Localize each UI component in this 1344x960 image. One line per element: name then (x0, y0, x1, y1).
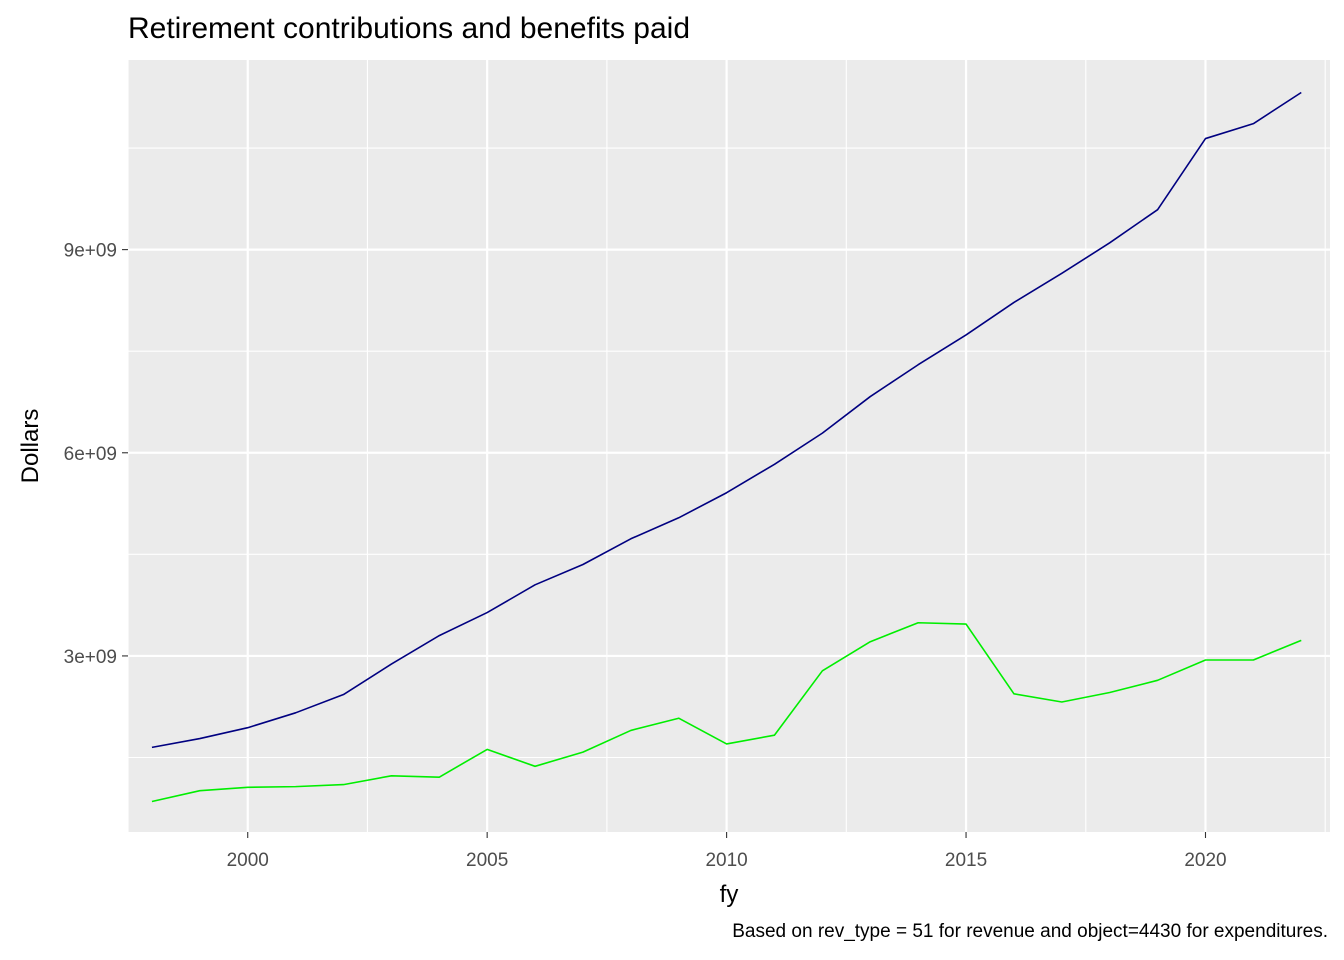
x-tick-label: 2005 (466, 850, 508, 871)
x-tick-label: 2010 (705, 850, 747, 871)
y-axis-ticks: 3e+09 6e+09 9e+09 (64, 241, 128, 668)
major-gridlines (128, 60, 1330, 832)
series-line-2 (151, 621, 1302, 803)
x-axis-title: fy (720, 881, 739, 908)
y-tick-label: 3e+09 (64, 647, 117, 668)
chart-title: Retirement contributions and benefits pa… (128, 12, 691, 45)
series-lines (151, 91, 1302, 803)
plot-panel (128, 60, 1330, 832)
minor-gridlines (127, 60, 1330, 832)
x-tick-label: 2000 (227, 850, 269, 871)
chart-caption: Based on rev_type = 51 for revenue and o… (732, 921, 1328, 942)
series-line-1 (151, 91, 1302, 749)
x-tick-label: 2020 (1184, 850, 1226, 871)
x-tick-label: 2015 (945, 850, 987, 871)
y-tick-label: 6e+09 (64, 444, 117, 465)
y-tick-label: 9e+09 (64, 241, 117, 262)
x-axis-ticks: 2000 2005 2010 2015 2020 (227, 832, 1227, 871)
y-axis-title: Dollars (17, 409, 44, 484)
